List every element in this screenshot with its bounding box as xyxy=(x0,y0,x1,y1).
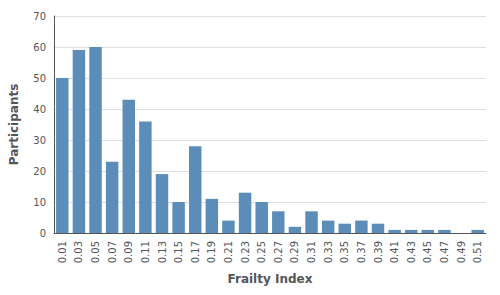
svg-text:0.43: 0.43 xyxy=(406,241,417,263)
svg-text:0.45: 0.45 xyxy=(422,241,433,263)
svg-text:0.35: 0.35 xyxy=(339,241,350,263)
svg-text:0.11: 0.11 xyxy=(140,241,151,263)
svg-text:0.01: 0.01 xyxy=(57,241,68,263)
svg-text:0.19: 0.19 xyxy=(206,241,217,263)
svg-text:0.31: 0.31 xyxy=(306,241,317,263)
svg-text:0.21: 0.21 xyxy=(223,241,234,263)
svg-text:0.05: 0.05 xyxy=(90,241,101,263)
svg-text:Frailty Index: Frailty Index xyxy=(228,272,313,286)
svg-text:Participants: Participants xyxy=(7,84,21,166)
svg-text:0.37: 0.37 xyxy=(356,241,367,263)
svg-text:0.47: 0.47 xyxy=(439,241,450,263)
svg-text:0.41: 0.41 xyxy=(389,241,400,263)
svg-text:0.27: 0.27 xyxy=(273,241,284,263)
svg-text:60: 60 xyxy=(33,42,46,53)
svg-text:0.13: 0.13 xyxy=(157,241,168,263)
svg-text:0: 0 xyxy=(40,228,46,239)
svg-text:50: 50 xyxy=(33,73,46,84)
svg-text:30: 30 xyxy=(33,135,46,146)
svg-text:40: 40 xyxy=(33,104,46,115)
svg-text:0.51: 0.51 xyxy=(472,241,483,263)
svg-text:20: 20 xyxy=(33,166,46,177)
svg-text:10: 10 xyxy=(33,197,46,208)
svg-text:0.33: 0.33 xyxy=(323,241,334,263)
svg-text:70: 70 xyxy=(33,11,46,22)
svg-text:0.07: 0.07 xyxy=(107,241,118,263)
svg-text:0.39: 0.39 xyxy=(373,241,384,263)
svg-text:0.15: 0.15 xyxy=(173,241,184,263)
svg-text:0.25: 0.25 xyxy=(256,241,267,263)
svg-text:0.23: 0.23 xyxy=(240,241,251,263)
svg-text:0.09: 0.09 xyxy=(123,241,134,263)
svg-text:0.17: 0.17 xyxy=(190,241,201,263)
svg-text:0.03: 0.03 xyxy=(73,241,84,263)
svg-text:0.29: 0.29 xyxy=(289,241,300,263)
svg-text:0.49: 0.49 xyxy=(456,241,467,263)
